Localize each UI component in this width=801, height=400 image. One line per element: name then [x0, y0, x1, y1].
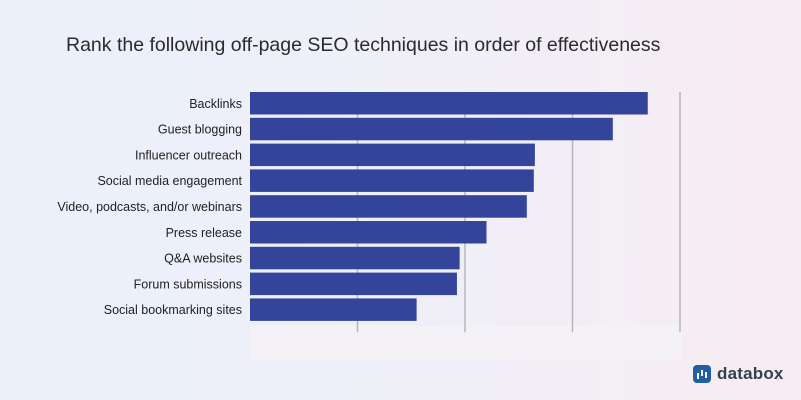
brand-watermark: databox — [693, 362, 784, 386]
bar — [250, 221, 487, 244]
axis-band — [250, 326, 682, 361]
category-label: Social media engagement — [97, 174, 242, 188]
bar — [250, 117, 613, 141]
category-label: Influencer outreach — [135, 148, 242, 162]
category-label: Social bookmarking sites — [104, 303, 242, 317]
category-label: Video, podcasts, and/or webinars — [57, 200, 242, 214]
bar — [250, 272, 457, 296]
bar — [250, 246, 460, 270]
category-label: Backlinks — [189, 97, 242, 111]
bar — [250, 92, 648, 115]
databox-logo-icon — [693, 365, 711, 383]
bar — [250, 298, 417, 321]
category-label: Q&A websites — [164, 252, 242, 266]
chart-title: Rank the following off-page SEO techniqu… — [66, 34, 661, 56]
bar — [250, 195, 527, 218]
category-label: Forum submissions — [134, 277, 242, 291]
category-label: Press release — [166, 226, 242, 240]
brand-name: databox — [717, 364, 784, 383]
bar — [250, 169, 534, 192]
bar — [250, 143, 535, 167]
category-label: Guest blogging — [158, 123, 242, 137]
